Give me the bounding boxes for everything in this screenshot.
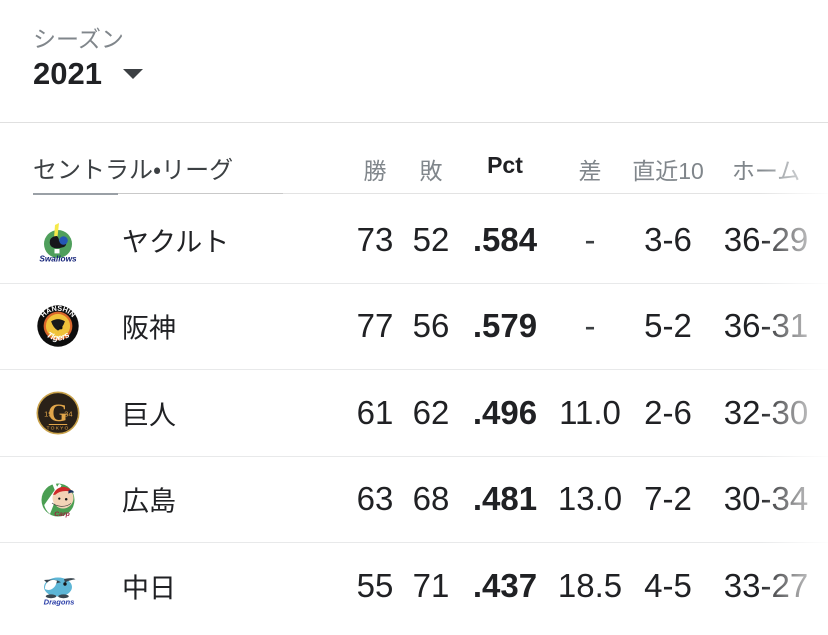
svg-text:Carp: Carp [54,511,70,518]
svg-text:Swallows: Swallows [39,253,77,263]
svg-text:34: 34 [64,409,72,418]
svg-text:19: 19 [44,409,52,418]
svg-text:Dragons: Dragons [44,598,75,607]
svg-text:TOKYO: TOKYO [47,425,70,431]
